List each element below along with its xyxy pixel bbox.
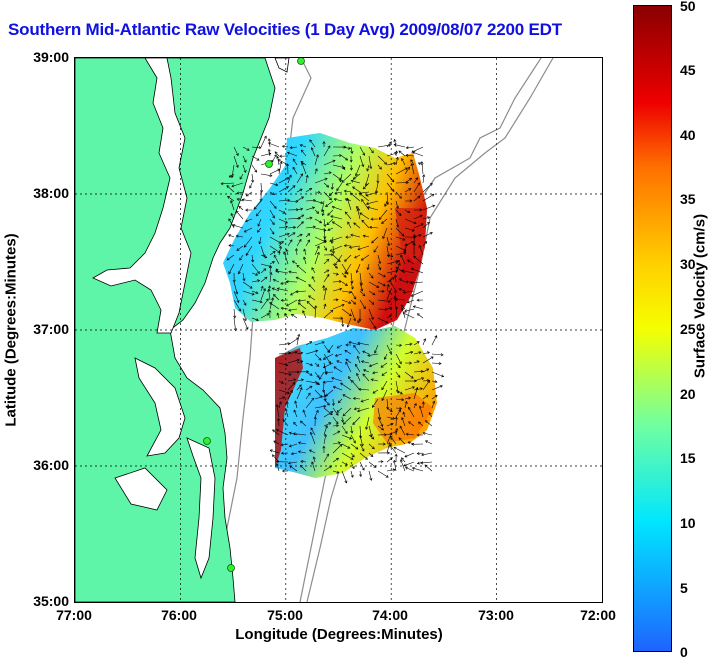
- colorbar-tick-label: 20: [680, 386, 696, 402]
- station-marker: [266, 161, 273, 168]
- colorbar-tick-label: 15: [680, 450, 696, 466]
- colorbar-tick-label: 5: [680, 580, 688, 596]
- y-tick-label: 38:00: [33, 185, 69, 201]
- vector-arrow: [399, 151, 405, 156]
- vector-arrow: [378, 471, 388, 477]
- colorbar: [633, 5, 672, 652]
- vector-arrow: [432, 363, 441, 364]
- colorbar-tick-label: 45: [680, 62, 696, 78]
- vector-arrow: [252, 165, 257, 172]
- x-tick-label: 76:00: [161, 607, 197, 623]
- vector-arrow: [423, 194, 434, 201]
- colorbar-tick-label: 50: [680, 0, 696, 14]
- colorbar-tick-label: 10: [680, 515, 696, 531]
- vector-arrow: [412, 147, 423, 152]
- station-marker: [204, 438, 211, 445]
- x-tick-label: 72:00: [580, 607, 616, 623]
- y-tick-label: 36:00: [33, 457, 69, 473]
- vector-arrow: [342, 471, 347, 483]
- x-tick-label: 77:00: [56, 607, 92, 623]
- colorbar-label: Surface Velocity (cm/s): [692, 214, 709, 378]
- x-axis-label: Longitude (Degrees:Minutes): [235, 626, 443, 643]
- vector-arrow: [236, 211, 243, 219]
- station-marker: [298, 58, 305, 65]
- x-tick-label: 74:00: [372, 607, 408, 623]
- y-tick-label: 39:00: [33, 49, 69, 65]
- vector-arrow: [261, 136, 266, 147]
- colorbar-tick-label: 35: [680, 191, 696, 207]
- y-axis-label: Latitude (Degrees:Minutes): [3, 233, 20, 426]
- vector-arrow: [423, 183, 432, 192]
- colorbar-tick-label: 40: [680, 127, 696, 143]
- vector-arrow: [369, 462, 376, 467]
- station-marker: [228, 565, 235, 572]
- x-tick-label: 75:00: [267, 607, 303, 623]
- vector-arrow: [261, 183, 262, 192]
- colorbar-tick-label: 0: [680, 644, 688, 660]
- map-title: Southern Mid-Atlantic Raw Velocities (1 …: [8, 20, 562, 40]
- x-tick-label: 73:00: [478, 607, 514, 623]
- vector-arrow: [432, 336, 437, 345]
- vector-arrow: [270, 169, 280, 174]
- map-plot-area[interactable]: [74, 57, 603, 603]
- y-tick-label: 37:00: [33, 321, 69, 337]
- vector-arrow: [411, 291, 423, 296]
